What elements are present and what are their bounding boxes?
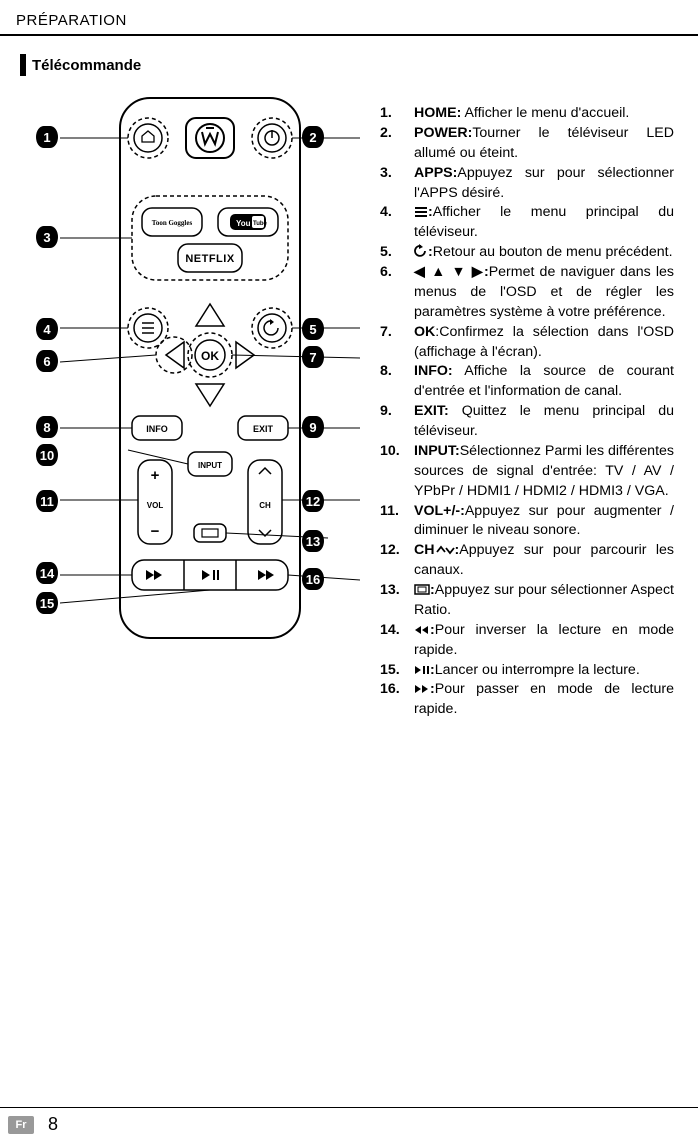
description-number: 4.: [380, 203, 414, 243]
description-item: 2.POWER:Tourner le téléviseur LED allumé…: [380, 124, 674, 164]
callout-badge-4: 4: [36, 318, 58, 340]
description-item: 7.OK:Confirmez la sélection dans l'OSD (…: [380, 323, 674, 363]
description-number: 12.: [380, 541, 414, 581]
svg-text:+: +: [151, 467, 160, 484]
footer: Fr 8: [0, 1107, 698, 1135]
description-item: 5.:Retour au bouton de menu précédent.: [380, 243, 674, 263]
description-item: 1.HOME: Afficher le menu d'accueil.: [380, 104, 674, 124]
callout-badge-7: 7: [302, 346, 324, 368]
page-number: 8: [48, 1114, 58, 1135]
descriptions-list: 1.HOME: Afficher le menu d'accueil.2.POW…: [380, 104, 674, 720]
callout-badge-8: 8: [36, 416, 58, 438]
callout-badge-5: 5: [302, 318, 324, 340]
header-title: PRÉPARATION: [16, 12, 127, 29]
callout-badge-6: 6: [36, 350, 58, 372]
description-item: 10.INPUT:Sélectionnez Parmi les différen…: [380, 442, 674, 502]
description-body: EXIT: Quittez le menu principal du télév…: [414, 402, 674, 442]
description-body: :Afficher le menu principal du téléviseu…: [414, 203, 674, 243]
description-item: 13.:Appuyez sur pour sélectionner Aspect…: [380, 581, 674, 621]
description-body: INFO: Affiche la source de courant d'ent…: [414, 362, 674, 402]
description-body: :Pour passer en mode de lecture rapide.: [414, 680, 674, 720]
description-number: 8.: [380, 362, 414, 402]
callout-badge-1: 1: [36, 126, 58, 148]
callout-badge-13: 13: [302, 530, 324, 552]
callout-badge-15: 15: [36, 592, 58, 614]
svg-text:EXIT: EXIT: [253, 424, 274, 434]
description-number: 13.: [380, 581, 414, 621]
description-body: HOME: Afficher le menu d'accueil.: [414, 104, 674, 124]
description-number: 1.: [380, 104, 414, 124]
description-number: 6.: [380, 263, 414, 323]
description-number: 5.: [380, 243, 414, 263]
svg-text:Tube: Tube: [253, 221, 268, 227]
subtitle-bar: [20, 54, 26, 76]
description-item: 8.INFO: Affiche la source de courant d'e…: [380, 362, 674, 402]
svg-text:CH: CH: [259, 501, 271, 510]
description-body: CH:Appuyez sur pour parcourir les canaux…: [414, 541, 674, 581]
header: PRÉPARATION: [0, 12, 698, 36]
description-item: 11.VOL+/-:Appuyez sur pour augmenter / d…: [380, 502, 674, 542]
callout-badge-16: 16: [302, 568, 324, 590]
description-number: 15.: [380, 661, 414, 681]
description-item: 16.:Pour passer en mode de lecture rapid…: [380, 680, 674, 720]
svg-text:VOL: VOL: [147, 501, 164, 510]
description-body: :Lancer ou interrompre la lecture.: [414, 661, 674, 681]
description-body: :Retour au bouton de menu précédent.: [414, 243, 674, 263]
svg-text:INPUT: INPUT: [198, 461, 222, 470]
callout-badge-3: 3: [36, 226, 58, 248]
description-number: 16.: [380, 680, 414, 720]
svg-text:You: You: [236, 219, 251, 228]
callout-badge-12: 12: [302, 490, 324, 512]
description-number: 2.: [380, 124, 414, 164]
lang-badge: Fr: [8, 1116, 34, 1134]
description-item: 4.:Afficher le menu principal du télévis…: [380, 203, 674, 243]
description-item: 9.EXIT: Quittez le menu principal du tél…: [380, 402, 674, 442]
svg-text:INFO: INFO: [146, 424, 168, 434]
svg-text:−: −: [151, 523, 160, 540]
description-item: 14.:Pour inverser la lecture en mode rap…: [380, 621, 674, 661]
description-number: 9.: [380, 402, 414, 442]
description-number: 7.: [380, 323, 414, 363]
description-number: 10.: [380, 442, 414, 502]
description-number: 3.: [380, 164, 414, 204]
callout-badge-11: 11: [36, 490, 58, 512]
remote-svg: Toon Goggles You Tube NETFLIX OK IN: [60, 90, 360, 650]
svg-text:NETFLIX: NETFLIX: [185, 253, 234, 265]
subtitle-text: Télécommande: [32, 57, 141, 74]
description-item: 15.:Lancer ou interrompre la lecture.: [380, 661, 674, 681]
description-item: 12.CH:Appuyez sur pour parcourir les can…: [380, 541, 674, 581]
description-number: 14.: [380, 621, 414, 661]
callout-badge-9: 9: [302, 416, 324, 438]
callout-badge-2: 2: [302, 126, 324, 148]
description-body: ◀ ▲ ▼ ▶:Permet de naviguer dans les menu…: [414, 263, 674, 323]
description-item: 6.◀ ▲ ▼ ▶:Permet de naviguer dans les me…: [380, 263, 674, 323]
description-body: INPUT:Sélectionnez Parmi les différentes…: [414, 442, 674, 502]
description-body: :Appuyez sur pour sélectionner Aspect Ra…: [414, 581, 674, 621]
svg-text:Toon Goggles: Toon Goggles: [152, 219, 193, 227]
remote-diagram: Toon Goggles You Tube NETFLIX OK IN: [60, 90, 360, 650]
description-body: APPS:Appuyez sur pour sélectionner l'APP…: [414, 164, 674, 204]
description-number: 11.: [380, 502, 414, 542]
description-item: 3.APPS:Appuyez sur pour sélectionner l'A…: [380, 164, 674, 204]
callout-badge-14: 14: [36, 562, 58, 584]
description-body: OK:Confirmez la sélection dans l'OSD (af…: [414, 323, 674, 363]
description-body: VOL+/-:Appuyez sur pour augmenter / dimi…: [414, 502, 674, 542]
description-body: POWER:Tourner le téléviseur LED allumé o…: [414, 124, 674, 164]
svg-text:OK: OK: [201, 349, 219, 363]
callout-badge-10: 10: [36, 444, 58, 466]
subtitle-band: Télécommande: [20, 54, 141, 76]
description-body: :Pour inverser la lecture en mode rapide…: [414, 621, 674, 661]
